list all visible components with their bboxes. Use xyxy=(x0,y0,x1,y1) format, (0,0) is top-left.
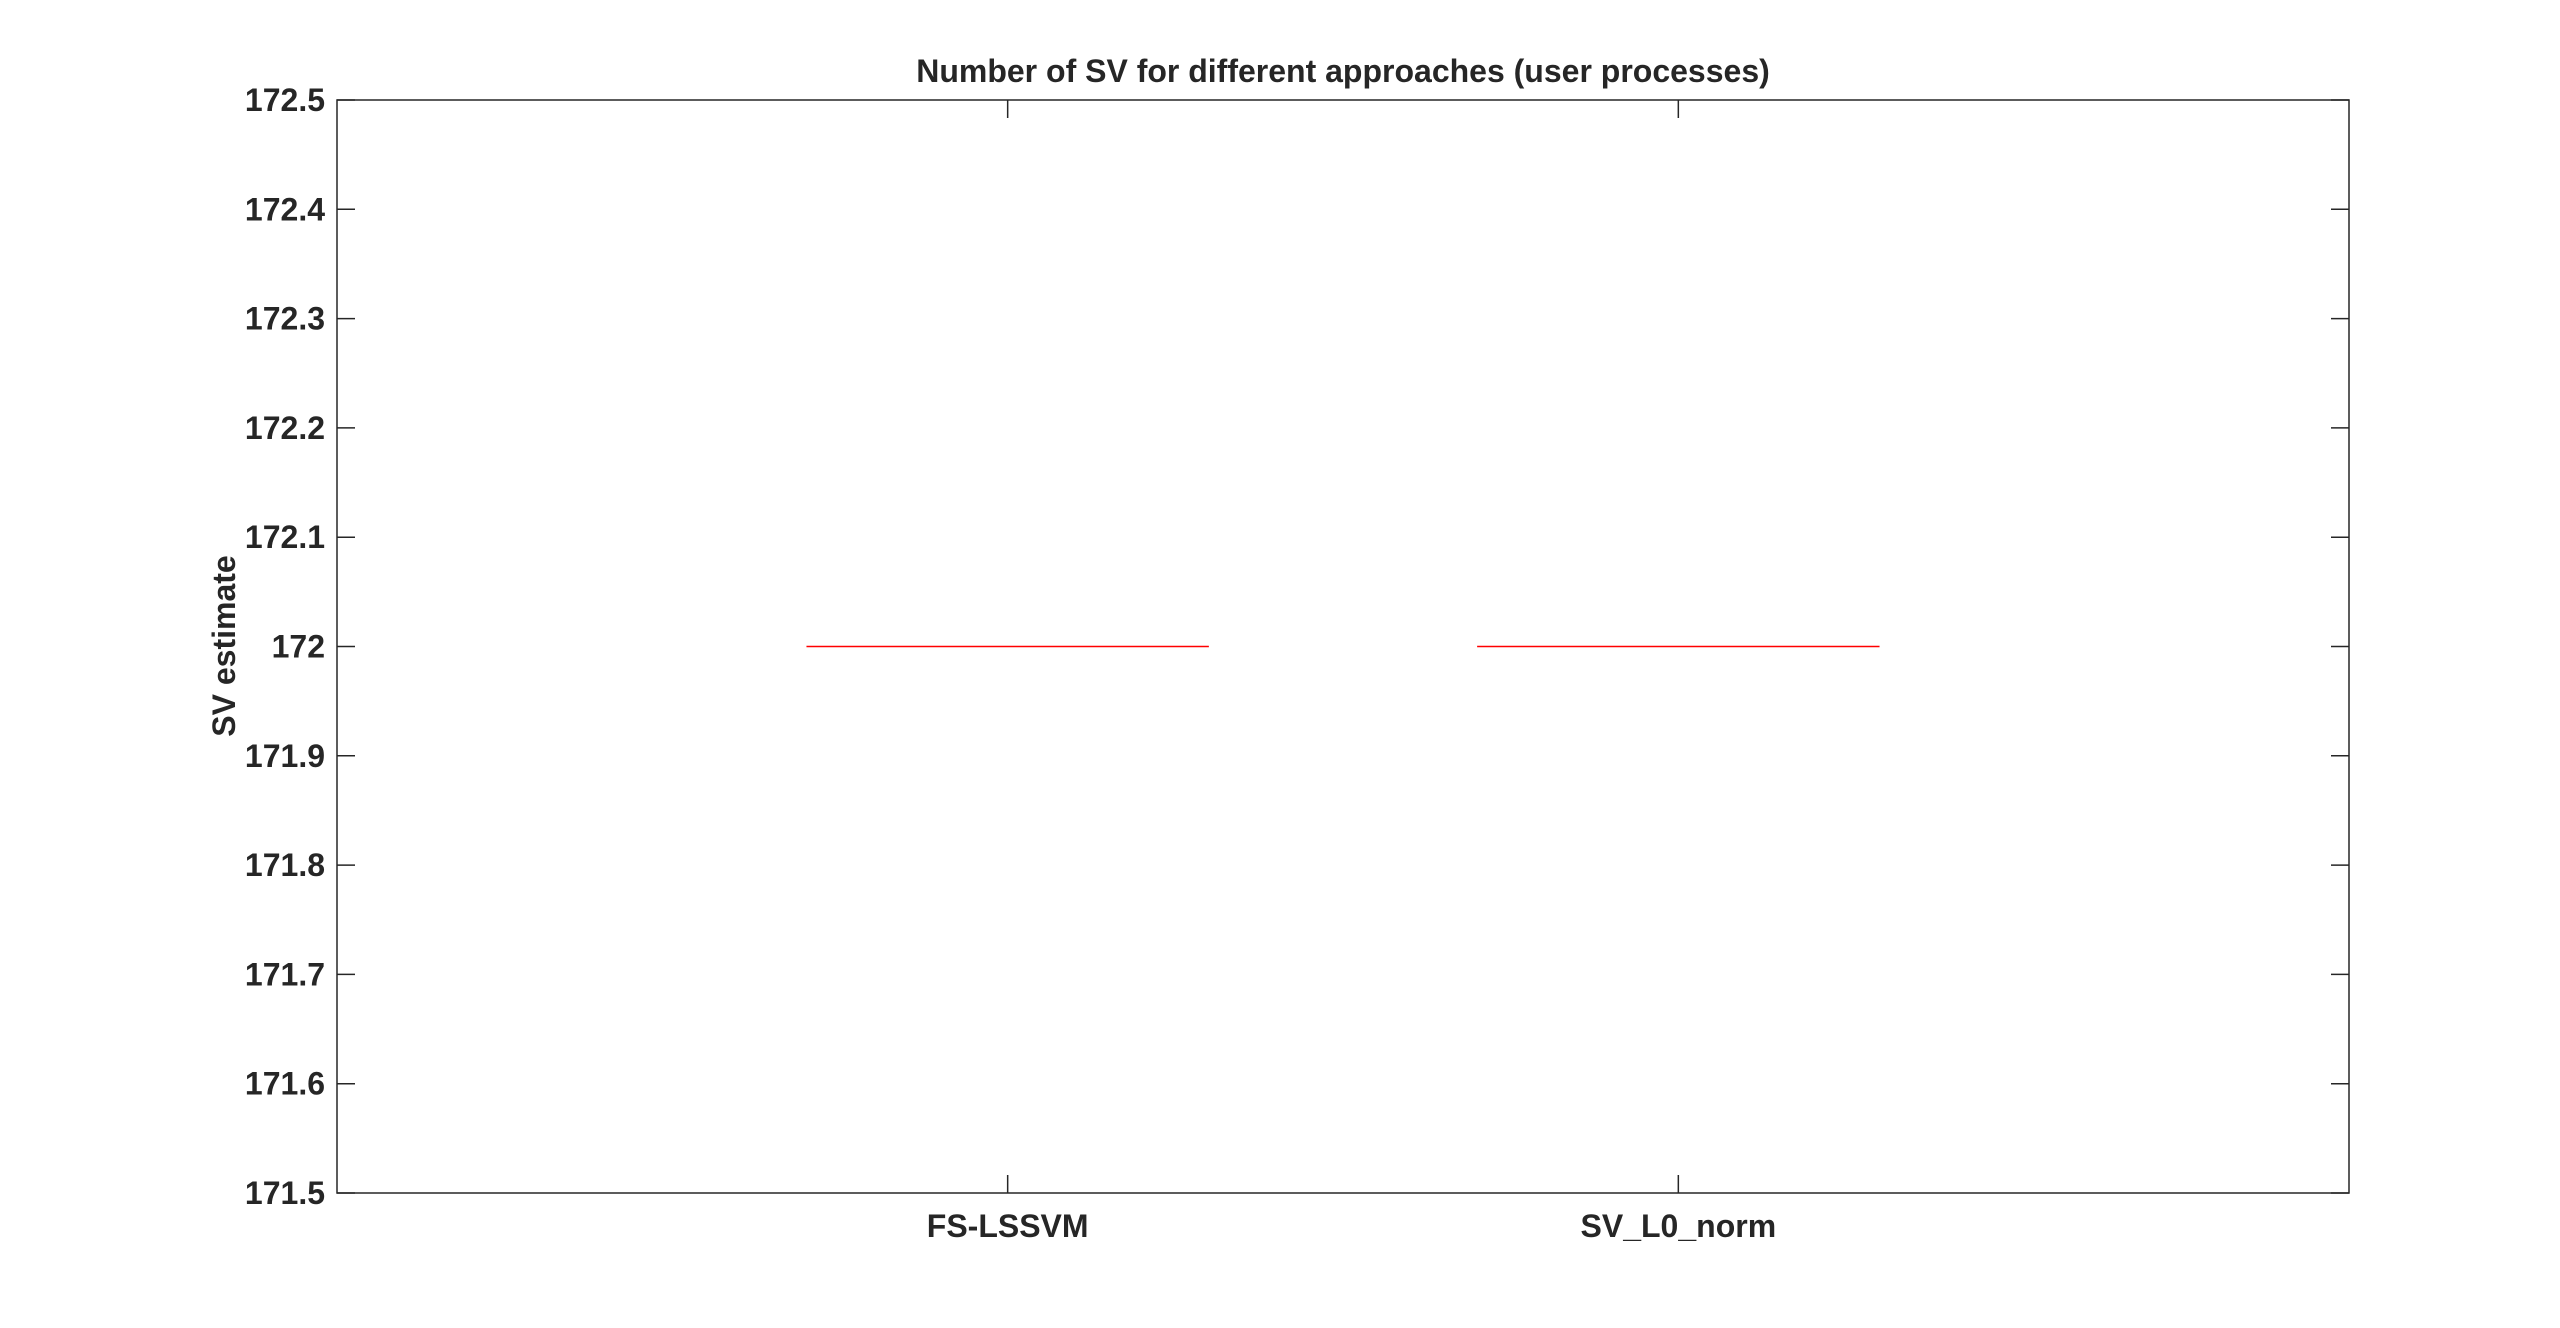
y-axis-ticks: 171.5 171.6 171.7 171.8 171.9 172 172.1 172.2 17… xyxy=(245,82,2349,1211)
y-tick-label: 171.7 xyxy=(245,956,325,992)
y-tick-label: 171.8 xyxy=(245,847,325,883)
y-tick-label: 172.5 xyxy=(245,82,325,118)
y-axis-label: SV estimate xyxy=(206,555,242,736)
y-tick-label: 172.2 xyxy=(245,410,325,446)
x-tick-label: SV_L0_norm xyxy=(1581,1208,1777,1244)
plot-area xyxy=(336,99,2350,1194)
chart-title: Number of SV for different approaches (u… xyxy=(916,53,1770,89)
y-tick-label: 172.3 xyxy=(245,301,325,337)
y-tick-label: 172 xyxy=(272,629,325,665)
y-tick-label: 171.9 xyxy=(245,738,325,774)
y-tick-label: 172.4 xyxy=(245,191,325,227)
y-tick-label: 171.6 xyxy=(245,1066,325,1102)
x-axis-ticks: FS-LSSVM SV_L0_norm xyxy=(927,100,1776,1244)
y-tick-label: 172.1 xyxy=(245,519,325,555)
x-tick-label: FS-LSSVM xyxy=(927,1208,1089,1244)
y-tick-label: 171.5 xyxy=(245,1175,325,1211)
